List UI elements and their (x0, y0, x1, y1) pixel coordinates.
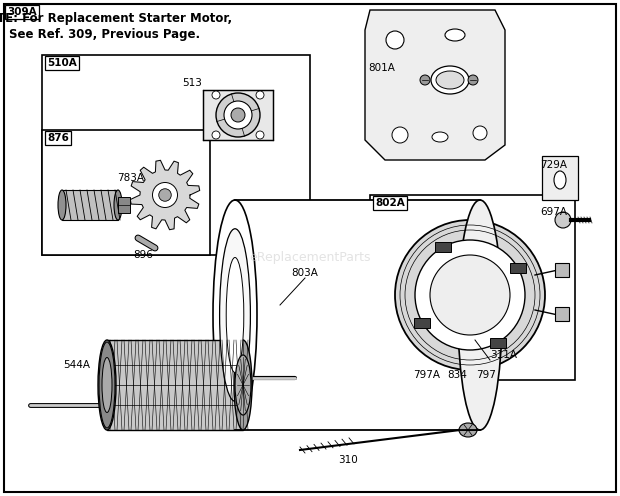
Circle shape (386, 31, 404, 49)
Circle shape (468, 75, 478, 85)
Bar (235, 200, 480, 430)
Ellipse shape (431, 66, 469, 94)
Ellipse shape (432, 132, 448, 142)
Ellipse shape (102, 358, 112, 413)
Polygon shape (130, 160, 200, 230)
Bar (42, 130, 210, 255)
Ellipse shape (114, 190, 122, 220)
Bar (107, 340, 243, 430)
Text: 783A: 783A (117, 173, 144, 183)
Circle shape (555, 212, 571, 228)
Text: 797: 797 (476, 370, 496, 380)
Text: 311A: 311A (490, 350, 517, 360)
Text: 896: 896 (133, 250, 153, 260)
Text: 876: 876 (47, 133, 69, 143)
Ellipse shape (445, 29, 465, 41)
Ellipse shape (99, 342, 115, 428)
Ellipse shape (458, 200, 502, 430)
Text: 510A: 510A (47, 58, 77, 68)
Bar (62, 190, 118, 220)
Text: 803A: 803A (291, 268, 319, 278)
Circle shape (231, 108, 245, 122)
Bar (555, 307, 569, 321)
Bar (203, 90, 273, 140)
Circle shape (392, 127, 408, 143)
Bar (42, 55, 310, 255)
Ellipse shape (554, 171, 566, 189)
Text: 802A: 802A (375, 198, 405, 208)
Circle shape (430, 255, 510, 335)
Text: See Ref. 309, Previous Page.: See Ref. 309, Previous Page. (9, 28, 200, 41)
Text: 544A: 544A (63, 360, 90, 370)
Circle shape (216, 93, 260, 137)
Circle shape (212, 131, 220, 139)
Bar (510, 262, 526, 272)
Text: 834: 834 (447, 370, 467, 380)
Circle shape (153, 183, 177, 207)
Ellipse shape (436, 71, 464, 89)
Text: eReplacementParts: eReplacementParts (249, 251, 371, 264)
Ellipse shape (235, 355, 251, 415)
Bar (370, 195, 575, 380)
Text: 309A: 309A (7, 7, 37, 17)
Text: 310: 310 (338, 455, 358, 465)
Circle shape (395, 220, 545, 370)
Bar (414, 317, 430, 327)
Circle shape (473, 126, 487, 140)
Circle shape (415, 240, 525, 350)
Text: 801A: 801A (368, 63, 395, 73)
Polygon shape (365, 10, 505, 160)
Bar (435, 243, 451, 252)
Circle shape (256, 91, 264, 99)
Text: 513: 513 (182, 78, 202, 88)
Ellipse shape (234, 340, 252, 430)
Ellipse shape (58, 190, 66, 220)
Ellipse shape (213, 200, 257, 430)
Ellipse shape (219, 229, 250, 401)
Text: 797A: 797A (413, 370, 440, 380)
Circle shape (256, 131, 264, 139)
Text: NOTE: For Replacement Starter Motor,: NOTE: For Replacement Starter Motor, (0, 12, 232, 25)
Circle shape (159, 189, 171, 201)
Ellipse shape (226, 257, 244, 372)
Text: 697A: 697A (540, 207, 567, 217)
Bar (542, 156, 578, 200)
Bar (555, 263, 569, 277)
Circle shape (224, 101, 252, 129)
Text: 729A: 729A (540, 160, 567, 170)
Bar (490, 338, 505, 348)
Bar (118, 197, 130, 213)
Ellipse shape (98, 340, 116, 430)
Circle shape (420, 75, 430, 85)
Circle shape (212, 91, 220, 99)
Ellipse shape (459, 423, 477, 437)
